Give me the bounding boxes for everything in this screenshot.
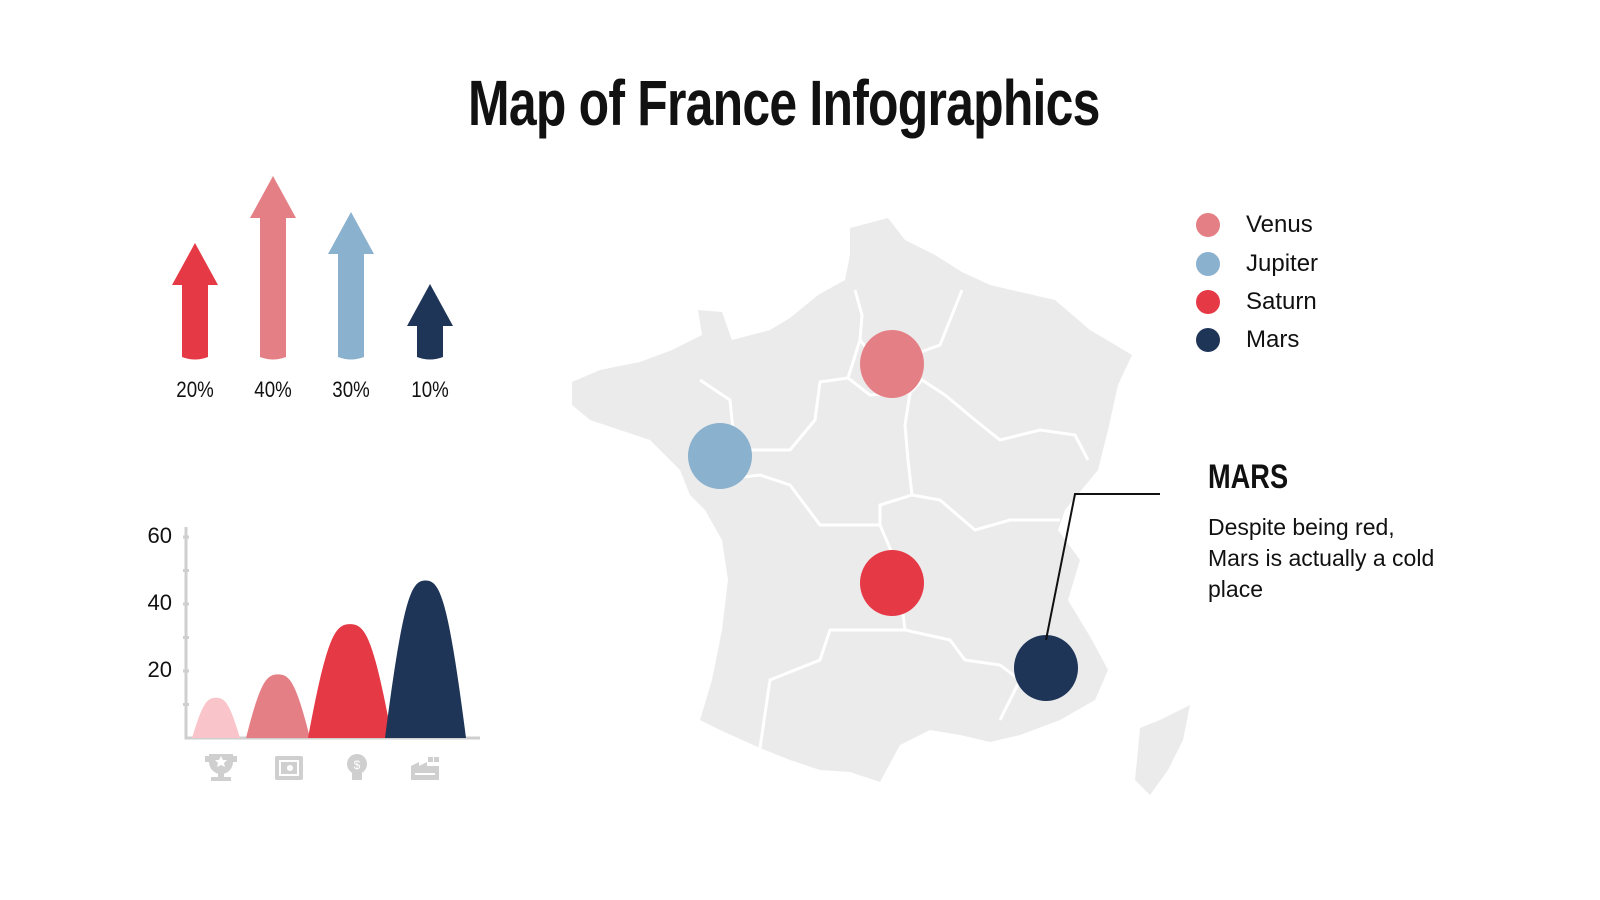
page-title-text: Map of France Infographics xyxy=(468,67,1100,139)
legend-label: Saturn xyxy=(1246,288,1317,315)
peak-bar-safe xyxy=(246,674,310,738)
arrow-label-text: 10% xyxy=(411,377,449,402)
legend-dot xyxy=(1196,328,1220,352)
y-tick-label: 20 xyxy=(147,657,172,682)
arrow-mark xyxy=(172,243,218,360)
arrow-mark xyxy=(328,212,374,360)
callout-title: MARS xyxy=(1208,458,1308,497)
peak-chart xyxy=(183,527,480,740)
legend-label: Jupiter xyxy=(1246,250,1319,277)
callout-line xyxy=(1045,493,1160,641)
callout-text: Despite being red, Mars is actually a co… xyxy=(1208,514,1435,602)
arrow-label-text: 40% xyxy=(254,377,292,402)
arrow-mark xyxy=(407,284,453,360)
lightbulb-dollar-icon: $ xyxy=(347,754,367,780)
peak-bar-trophy xyxy=(192,697,240,738)
arrow-label-text: 20% xyxy=(176,377,214,402)
map-markers xyxy=(688,330,1078,701)
callout-title-text: MARS xyxy=(1208,458,1289,496)
arrow-mark xyxy=(250,176,296,360)
trophy-icon xyxy=(205,754,237,781)
y-tick-label: 60 xyxy=(147,523,172,548)
legend-dot xyxy=(1196,252,1220,276)
peak-bar-factory xyxy=(385,580,466,738)
arrow-label: 30% xyxy=(321,377,381,403)
arrow-chart xyxy=(172,176,453,360)
saturn-marker[interactable] xyxy=(860,550,924,616)
legend-label: Mars xyxy=(1246,326,1300,353)
arrow-label: 10% xyxy=(400,377,460,403)
mainland-france xyxy=(572,218,1132,782)
legend-dot xyxy=(1196,290,1220,314)
safe-icon xyxy=(275,756,303,780)
france-outline xyxy=(572,218,1190,795)
arrow-label: 20% xyxy=(165,377,225,403)
arrow-label-text: 30% xyxy=(332,377,370,402)
legend-item-mars: Mars xyxy=(1196,325,1299,355)
y-tick-label: 40 xyxy=(147,590,172,615)
jupiter-marker[interactable] xyxy=(688,423,752,489)
category-icons: $ xyxy=(205,754,439,781)
factory-icon xyxy=(411,757,439,780)
legend-item-venus: Venus xyxy=(1196,210,1313,240)
legend-dot xyxy=(1196,213,1220,237)
venus-marker[interactable] xyxy=(860,330,924,398)
peak-bar-lightbulb-dollar xyxy=(308,624,392,738)
arrow-label: 40% xyxy=(243,377,303,403)
page-title: Map of France Infographics xyxy=(0,66,1568,140)
legend-item-saturn: Saturn xyxy=(1196,287,1317,317)
legend-item-jupiter: Jupiter xyxy=(1196,249,1318,279)
svg-text:$: $ xyxy=(354,758,361,772)
mars-marker[interactable] xyxy=(1014,635,1078,701)
legend-label: Venus xyxy=(1246,211,1313,238)
corsica xyxy=(1135,705,1190,795)
